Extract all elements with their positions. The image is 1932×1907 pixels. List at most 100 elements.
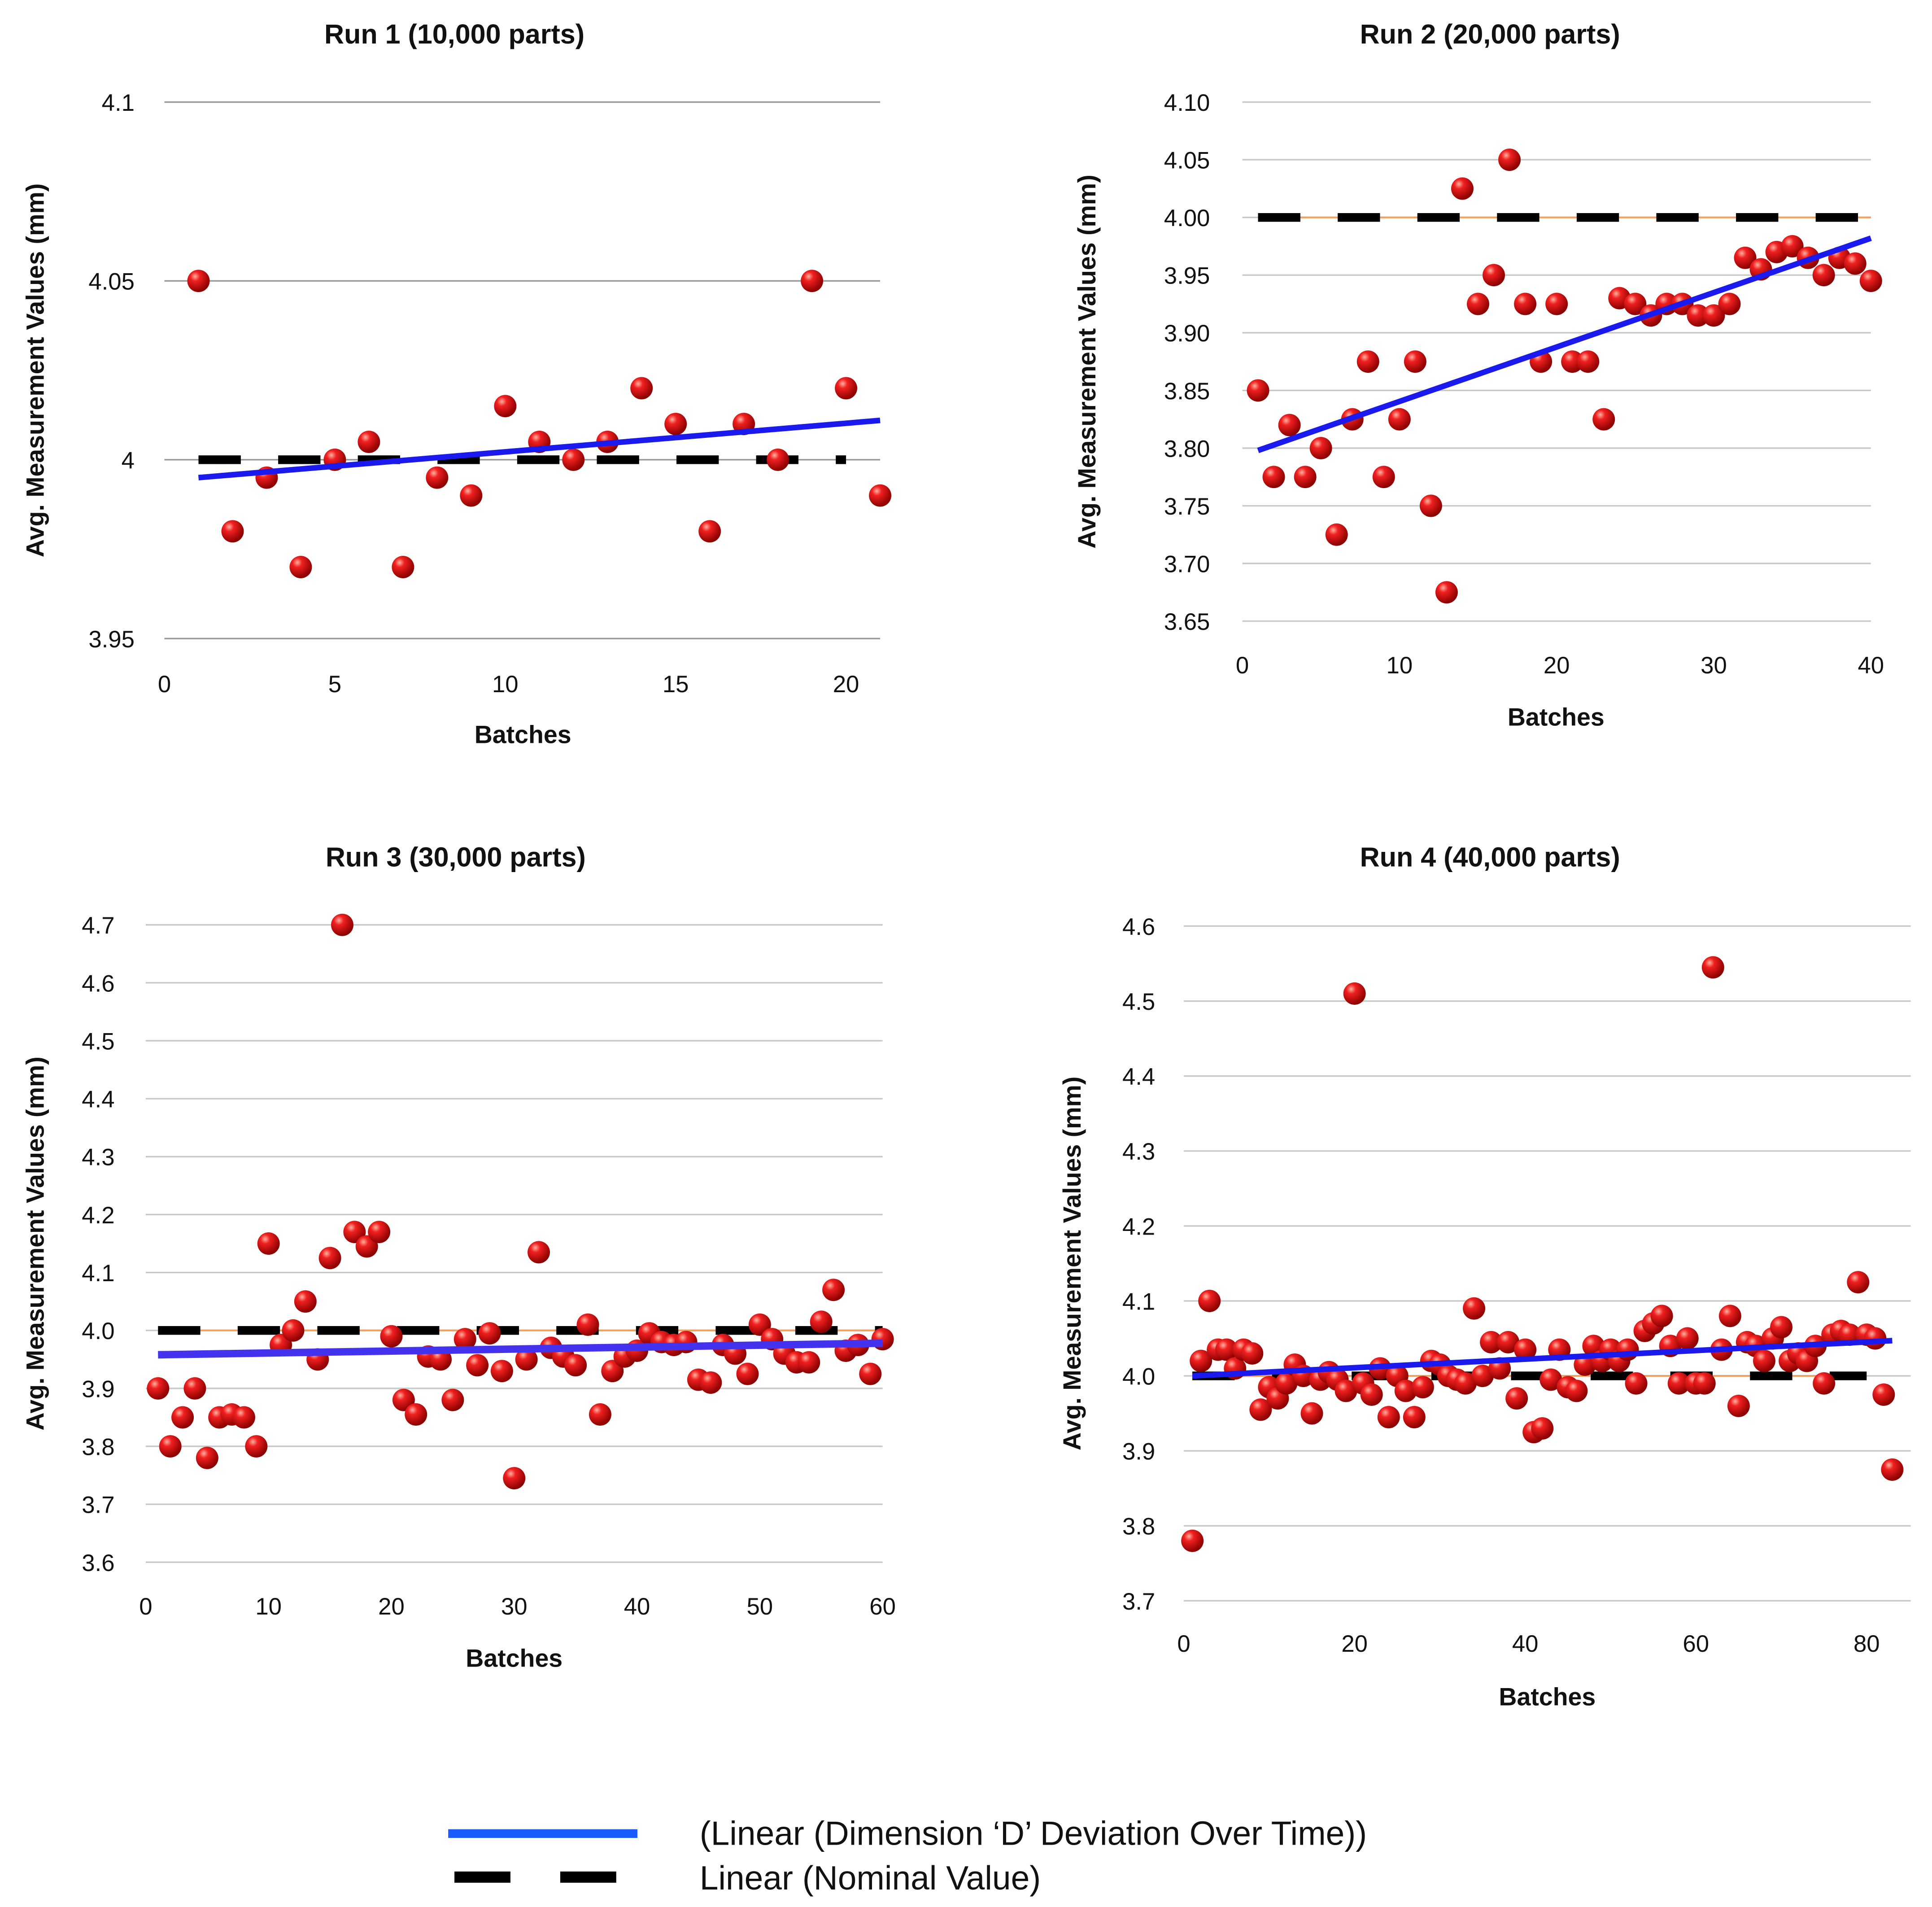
x-tick-label: 20 bbox=[378, 1593, 405, 1620]
data-point bbox=[1812, 264, 1835, 287]
data-point bbox=[1727, 1394, 1750, 1417]
y-tick-label: 4.1 bbox=[82, 1260, 114, 1287]
y-tick-label: 3.65 bbox=[1164, 609, 1210, 635]
data-point bbox=[736, 1362, 759, 1385]
data-point bbox=[426, 466, 449, 489]
y-axis-label: Avg. Measurement Values (mm) bbox=[1058, 1077, 1086, 1451]
y-tick-label: 3.6 bbox=[82, 1550, 114, 1576]
data-point bbox=[1388, 408, 1411, 431]
data-point bbox=[1844, 252, 1867, 275]
data-point bbox=[1781, 235, 1804, 257]
y-tick-label: 4.6 bbox=[82, 970, 114, 997]
data-point bbox=[1275, 1372, 1298, 1395]
data-point bbox=[1859, 270, 1882, 292]
y-tick-label: 4.4 bbox=[1122, 1064, 1155, 1090]
legend-nominal-label: Linear (Nominal Value) bbox=[700, 1859, 1041, 1897]
chart-title: Run 1 (10,000 parts) bbox=[324, 19, 584, 49]
y-tick-label: 4.2 bbox=[82, 1202, 114, 1229]
y-tick-label: 3.9 bbox=[1122, 1439, 1155, 1465]
chart-title: Run 3 (30,000 parts) bbox=[326, 842, 586, 872]
y-axis-label: Avg. Measurement Values (mm) bbox=[1073, 175, 1101, 549]
data-point bbox=[1294, 466, 1317, 489]
data-point bbox=[589, 1403, 611, 1426]
y-tick-label: 4.6 bbox=[1122, 914, 1155, 940]
data-point bbox=[1300, 1402, 1323, 1425]
data-point bbox=[196, 1446, 218, 1469]
y-tick-label: 4.3 bbox=[82, 1144, 114, 1171]
y-tick-label: 4.1 bbox=[1122, 1288, 1155, 1315]
data-point bbox=[503, 1467, 526, 1490]
x-axis-label: Batches bbox=[1508, 703, 1605, 731]
data-point bbox=[1451, 177, 1474, 200]
data-point bbox=[664, 413, 687, 436]
data-point bbox=[490, 1360, 513, 1383]
data-point bbox=[478, 1322, 501, 1345]
data-point bbox=[1394, 1379, 1417, 1402]
chart-title: Run 4 (40,000 parts) bbox=[1360, 842, 1620, 872]
data-point bbox=[1531, 1417, 1554, 1440]
data-point bbox=[810, 1310, 833, 1333]
data-point bbox=[1498, 148, 1521, 171]
data-point bbox=[1881, 1458, 1904, 1481]
data-point bbox=[1377, 1406, 1400, 1428]
data-point bbox=[859, 1362, 882, 1385]
x-tick-label: 40 bbox=[624, 1593, 650, 1620]
data-point bbox=[147, 1377, 170, 1400]
data-point bbox=[564, 1354, 587, 1377]
data-point bbox=[528, 1241, 550, 1264]
data-point bbox=[1734, 246, 1757, 269]
data-point bbox=[515, 1348, 538, 1371]
data-point bbox=[171, 1406, 194, 1429]
data-point bbox=[1190, 1349, 1212, 1372]
data-point bbox=[1483, 264, 1505, 287]
x-tick-label: 10 bbox=[492, 671, 519, 698]
data-point bbox=[1592, 408, 1615, 431]
y-tick-label: 4.0 bbox=[82, 1318, 114, 1344]
data-point bbox=[1463, 1297, 1485, 1320]
x-tick-label: 40 bbox=[1512, 1631, 1539, 1657]
data-point bbox=[454, 1328, 476, 1351]
data-point bbox=[1404, 350, 1426, 373]
data-point bbox=[1701, 956, 1724, 979]
data-point bbox=[1702, 304, 1725, 327]
data-point bbox=[1411, 1376, 1434, 1399]
data-point bbox=[1356, 350, 1379, 373]
data-point bbox=[1539, 1368, 1562, 1391]
data-point bbox=[1278, 414, 1301, 436]
data-point bbox=[1624, 292, 1647, 315]
data-point bbox=[331, 913, 353, 936]
y-tick-label: 3.7 bbox=[1122, 1588, 1155, 1615]
chart-run-3: 3.6 3.7 3.8 3.9 4.0 4.1 4.2 4.3 4.4 4.5 4.6 4.7 0 10 2… bbox=[21, 842, 896, 1672]
legend: (Linear (Dimension ‘D’ Deviation Over Ti… bbox=[448, 1814, 1367, 1897]
x-tick-label: 0 bbox=[1236, 652, 1249, 679]
data-point bbox=[562, 448, 585, 471]
y-tick-label: 3.8 bbox=[82, 1434, 114, 1460]
data-point bbox=[380, 1325, 403, 1348]
legend-trend-label: (Linear (Dimension ‘D’ Deviation Over Ti… bbox=[700, 1814, 1367, 1852]
data-point bbox=[282, 1319, 305, 1342]
data-point bbox=[1561, 350, 1584, 373]
trend-line bbox=[158, 1339, 883, 1359]
data-point bbox=[1343, 982, 1366, 1005]
data-point bbox=[1753, 1349, 1775, 1372]
x-tick-label: 80 bbox=[1853, 1631, 1880, 1657]
x-tick-label: 20 bbox=[1544, 652, 1570, 679]
x-tick-label: 10 bbox=[1387, 652, 1413, 679]
data-point bbox=[1650, 1305, 1673, 1327]
y-tick-label: 4.5 bbox=[82, 1028, 114, 1055]
y-tick-label: 3.7 bbox=[82, 1492, 114, 1519]
data-point bbox=[699, 1371, 722, 1394]
y-tick-label: 4.7 bbox=[82, 912, 114, 939]
data-point bbox=[294, 1290, 317, 1313]
data-point bbox=[798, 1351, 820, 1374]
data-point bbox=[1505, 1387, 1528, 1410]
data-point bbox=[1676, 1327, 1699, 1350]
trend-line bbox=[198, 417, 881, 480]
y-tick-label: 3.90 bbox=[1164, 320, 1210, 347]
data-point bbox=[494, 395, 517, 418]
data-point bbox=[698, 520, 721, 543]
data-point bbox=[1480, 1331, 1503, 1353]
data-point bbox=[1471, 1365, 1494, 1388]
y-tick-label: 4.4 bbox=[82, 1087, 114, 1113]
x-tick-label: 0 bbox=[139, 1593, 152, 1620]
